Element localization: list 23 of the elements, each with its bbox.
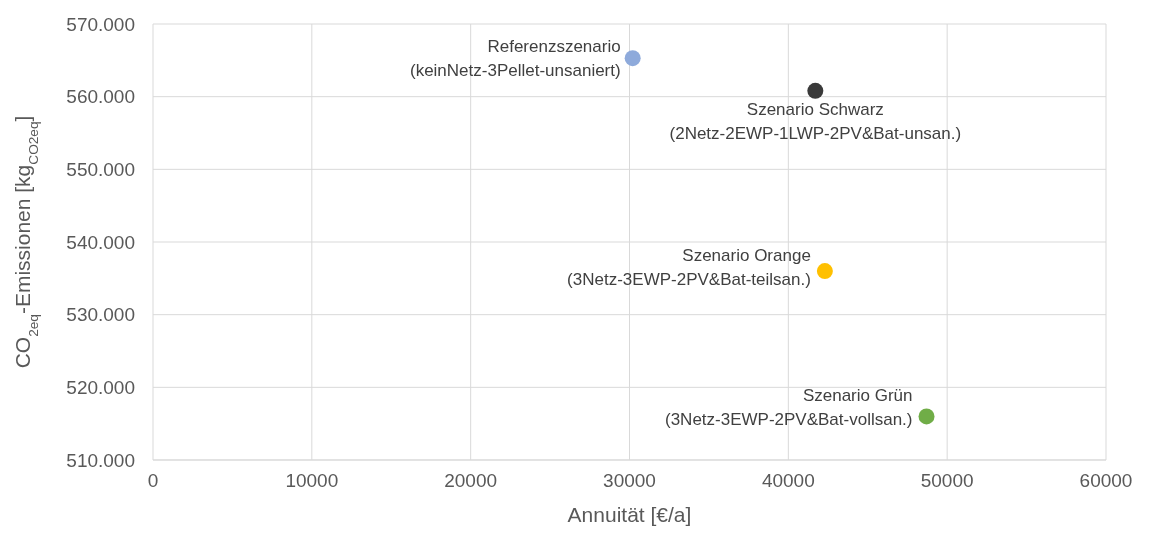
y-tick-label: 520.000 — [66, 377, 135, 399]
x-tick-label: 40000 — [761, 470, 815, 492]
x-tick-label: 50000 — [920, 470, 974, 492]
y-tick-label: 530.000 — [66, 304, 135, 326]
y-tick-label: 540.000 — [66, 231, 135, 253]
x-tick-label: 20000 — [444, 470, 498, 492]
x-tick-label: 30000 — [603, 470, 656, 492]
x-tick-label: 10000 — [285, 470, 339, 492]
y-tick-label: 550.000 — [66, 159, 135, 181]
x-tick-label: 0 — [147, 470, 159, 492]
annotation: Szenario Schwarz (2Netz-2EWP-1LWP-2PV&Bat-unsan.) — [669, 99, 962, 143]
point — [624, 50, 641, 67]
point — [816, 263, 833, 280]
annotation: Referenzszenario (keinNetz-3Pellet-unsaniert) — [409, 37, 621, 81]
y-tick-label: 570.000 — [66, 13, 135, 35]
x-tick-label: 60000 — [1079, 470, 1133, 492]
point — [918, 408, 935, 425]
point — [807, 82, 824, 99]
y-tick-label: 560.000 — [66, 86, 135, 108]
annotation: Szenario Orange (3Netz-3EWP-2PV&Bat-teilsan.) — [567, 246, 811, 290]
x-axis-title: Annuität [€/a] — [567, 503, 692, 526]
y-tick-label: 510.000 — [66, 449, 135, 471]
annotation: Szenario Grün (3Netz-3EWP-2PV&Bat-vollsan.) — [664, 386, 913, 430]
